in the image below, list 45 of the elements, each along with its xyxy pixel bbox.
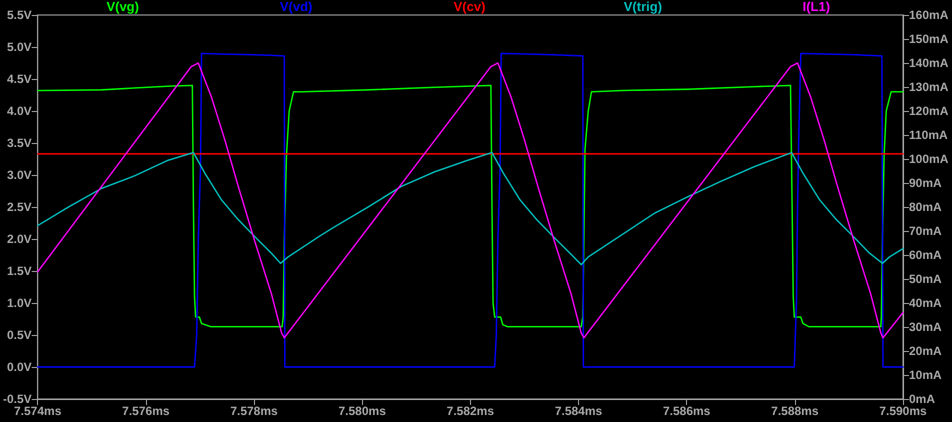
- y2-tick-label: 70mA: [909, 224, 942, 238]
- x-tick-label: 7.576ms: [122, 404, 170, 418]
- y-tick-label: 2.5V: [6, 200, 32, 214]
- text: V(cv): [454, 0, 486, 14]
- y2-tick-label: 150mA: [909, 32, 949, 46]
- text: V(vd): [280, 0, 312, 14]
- x-tick-label: 7.586ms: [662, 404, 711, 418]
- y2-tick-label: 30mA: [909, 320, 942, 334]
- x-tick-label: 7.582ms: [446, 404, 494, 418]
- y2-tick-label: 0mA: [909, 392, 936, 406]
- y2-tick-label: 10mA: [909, 368, 942, 382]
- y2-tick-label: 160mA: [909, 8, 949, 22]
- y2-tick-label: 120mA: [909, 104, 949, 118]
- y-tick-label: 4.5V: [6, 72, 32, 86]
- y2-tick-label: 40mA: [909, 296, 942, 310]
- x-tick-label: 7.580ms: [338, 404, 386, 418]
- x-tick-label: 7.574ms: [14, 404, 62, 418]
- text: I(L1): [802, 0, 830, 14]
- y-tick-label: 1.0V: [6, 296, 32, 310]
- y2-tick-label: 90mA: [909, 176, 942, 190]
- y-tick-label: 5.0V: [6, 40, 32, 54]
- y-tick-label: -0.5V: [2, 392, 32, 406]
- x-tick-label: 7.588ms: [771, 404, 819, 418]
- y-tick-label: 4.0V: [6, 104, 32, 118]
- y2-tick-label: 110mA: [909, 128, 948, 142]
- y-tick-label: 3.5V: [6, 136, 32, 150]
- y-tick-label: 5.5V: [6, 8, 32, 22]
- y2-tick-label: 20mA: [909, 344, 942, 358]
- y-tick-label: 0.0V: [6, 360, 32, 374]
- y2-tick-label: 50mA: [909, 272, 942, 286]
- line-series: [36, 152, 904, 266]
- y-tick-label: 1.5V: [6, 264, 32, 278]
- y2-tick-label: 100mA: [909, 152, 949, 166]
- y2-tick-label: 130mA: [909, 80, 949, 94]
- y-tick-label: 2.0V: [6, 232, 32, 246]
- y-tick-label: 0.5V: [6, 328, 32, 342]
- y-tick-label: 3.0V: [6, 168, 32, 182]
- x-tick-label: 7.584ms: [554, 404, 603, 418]
- y2-tick-label: 60mA: [909, 248, 942, 262]
- text: V(trig): [624, 0, 662, 14]
- x-tick-label: 7.578ms: [230, 404, 278, 418]
- y2-tick-label: 140mA: [909, 56, 949, 70]
- y2-tick-label: 80mA: [909, 200, 942, 214]
- x-tick-label: 7.590ms: [879, 404, 928, 418]
- text: V(vg): [106, 0, 139, 14]
